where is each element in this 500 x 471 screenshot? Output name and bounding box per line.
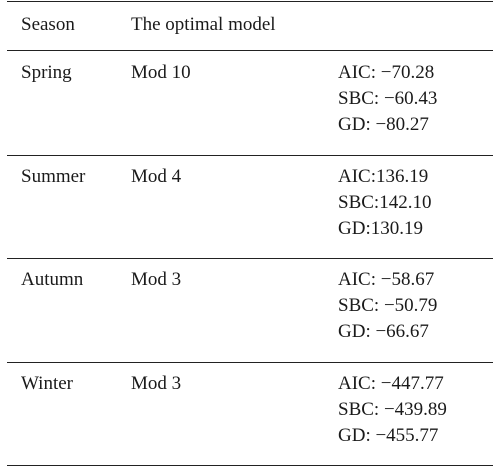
row-metrics: AIC: −70.28 SBC: −60.43 GD: −80.27 (338, 60, 437, 138)
metric-gd: GD:130.19 (338, 218, 423, 239)
header-model: The optimal model (131, 14, 276, 35)
row-model: Mod 4 (131, 166, 182, 187)
metric-sbc: SBC: −439.89 (338, 399, 447, 420)
row-divider (7, 155, 493, 156)
row-season: Autumn (21, 269, 84, 290)
row-metrics: AIC: −447.77 SBC: −439.89 GD: −455.77 (338, 371, 447, 449)
table-top-rule (7, 1, 493, 2)
table-bottom-rule (7, 465, 493, 466)
metric-sbc: SBC:142.10 (338, 192, 432, 213)
row-divider (7, 258, 493, 259)
metric-gd: GD: −66.67 (338, 321, 429, 342)
header-rule (7, 50, 493, 51)
row-model: Mod 10 (131, 62, 191, 83)
row-metrics: AIC:136.19 SBC:142.10 GD:130.19 (338, 164, 431, 242)
header-season: Season (21, 14, 75, 35)
metric-gd: GD: −455.77 (338, 425, 439, 446)
metric-aic: AIC: −70.28 (338, 62, 435, 83)
row-model: Mod 3 (131, 269, 182, 290)
metric-aic: AIC: −58.67 (338, 269, 435, 290)
row-season: Summer (21, 166, 86, 187)
metric-aic: AIC:136.19 (338, 166, 429, 187)
metric-aic: AIC: −447.77 (338, 373, 444, 394)
row-model: Mod 3 (131, 373, 182, 394)
row-season: Winter (21, 373, 73, 394)
metric-sbc: SBC: −50.79 (338, 295, 438, 316)
row-season: Spring (21, 62, 72, 83)
metric-sbc: SBC: −60.43 (338, 88, 438, 109)
metric-gd: GD: −80.27 (338, 114, 429, 135)
row-divider (7, 362, 493, 363)
row-metrics: AIC: −58.67 SBC: −50.79 GD: −66.67 (338, 267, 437, 345)
